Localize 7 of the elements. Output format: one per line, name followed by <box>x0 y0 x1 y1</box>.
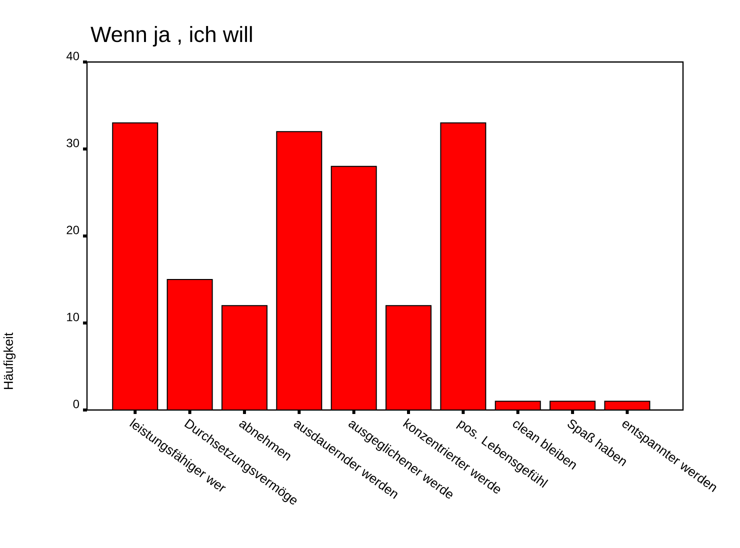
y-tick-label: 30 <box>66 138 80 148</box>
chart-title: Wenn ja , ich will <box>90 26 252 46</box>
y-tick-label: 20 <box>66 226 80 234</box>
y-tick-label: 0 <box>73 400 80 408</box>
y-axis-title: Häufigkeit <box>3 332 16 390</box>
y-tick-label: 10 <box>67 312 80 322</box>
y-tick-label: 40 <box>66 52 80 60</box>
